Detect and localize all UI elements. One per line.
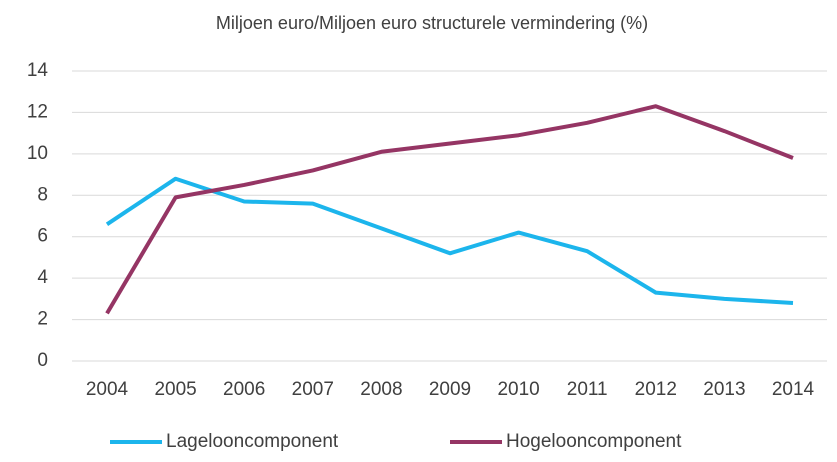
x-tick-label: 2010 (497, 379, 539, 400)
x-tick-label: 2006 (223, 379, 265, 400)
x-tick-label: 2008 (360, 379, 402, 400)
y-tick-label: 4 (37, 267, 48, 288)
y-tick-label: 8 (37, 184, 48, 205)
y-tick-label: 14 (27, 60, 49, 81)
y-tick-label: 12 (27, 101, 48, 122)
x-tick-label: 2004 (86, 379, 129, 400)
data-line (105, 104, 794, 315)
x-tick-label: 2014 (772, 379, 815, 400)
legend-label: Hogelooncomponent (506, 431, 682, 452)
chart-title: Miljoen euro/Miljoen euro structurele ve… (216, 13, 648, 33)
x-tick-label: 2011 (567, 379, 608, 400)
y-tick-label: 0 (37, 350, 48, 371)
x-tick-label: 2012 (635, 379, 677, 400)
y-tick-label: 2 (37, 309, 48, 330)
data-line (105, 176, 794, 305)
x-tick-label: 2013 (703, 379, 745, 400)
x-tick-label: 2009 (429, 379, 471, 400)
x-tick-label: 2005 (154, 379, 196, 400)
legend-label: Lagelooncomponent (166, 431, 339, 452)
x-tick-label: 2007 (292, 379, 334, 400)
y-tick-label: 6 (37, 226, 48, 247)
y-tick-label: 10 (27, 143, 48, 164)
